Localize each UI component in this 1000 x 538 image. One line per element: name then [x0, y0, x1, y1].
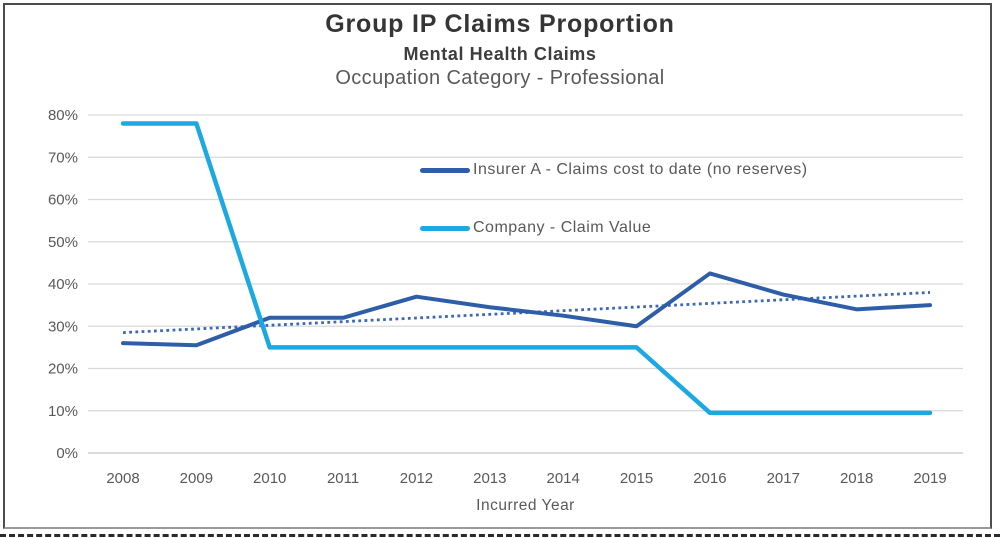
legend-item-company: Company - Claim Value — [420, 218, 651, 238]
y-tick-label: 20% — [48, 361, 78, 378]
x-tick-label: 2019 — [913, 470, 946, 487]
chart-subtitle: Mental Health Claims — [403, 44, 597, 64]
y-tick-label: 10% — [48, 403, 78, 420]
y-tick-label: 60% — [48, 192, 78, 209]
x-tick-label: 2010 — [253, 470, 286, 487]
x-tick-label: 2017 — [767, 470, 800, 487]
y-tick-label: 70% — [48, 149, 78, 166]
y-tick-label: 30% — [48, 318, 78, 335]
x-tick-label: 2014 — [546, 470, 579, 487]
legend-item-insurer-a: Insurer A - Claims cost to date (no rese… — [420, 160, 808, 180]
x-tick-label: 2015 — [620, 470, 653, 487]
legend-label-insurer-a: Insurer A - Claims cost to date (no rese… — [473, 161, 808, 178]
page-break-dashed-line — [0, 534, 1000, 537]
x-tick-label: 2016 — [693, 470, 726, 487]
x-tick-label: 2011 — [327, 470, 359, 487]
y-tick-label: 50% — [48, 234, 78, 251]
y-tick-label: 0% — [56, 445, 78, 462]
x-tick-label: 2018 — [840, 470, 873, 487]
y-tick-label: 40% — [48, 276, 78, 293]
legend-label-company: Company - Claim Value — [473, 219, 652, 236]
x-tick-label: 2008 — [106, 470, 139, 487]
y-tick-label: 80% — [48, 107, 78, 124]
chart-subtitle-occupation: Occupation Category - Professional — [335, 67, 665, 89]
x-tick-label: 2012 — [400, 470, 433, 487]
x-tick-label: 2009 — [180, 470, 213, 487]
legend-line-sample-insurer-a — [420, 167, 470, 173]
x-tick-label: 2013 — [473, 470, 506, 487]
x-axis-title: Incurred Year — [476, 497, 575, 514]
legend-line-sample-company — [420, 225, 470, 231]
series-line-company — [120, 121, 933, 416]
series-line-insurer-a — [121, 271, 932, 348]
chart-title: Group IP Claims Proportion — [325, 10, 675, 38]
